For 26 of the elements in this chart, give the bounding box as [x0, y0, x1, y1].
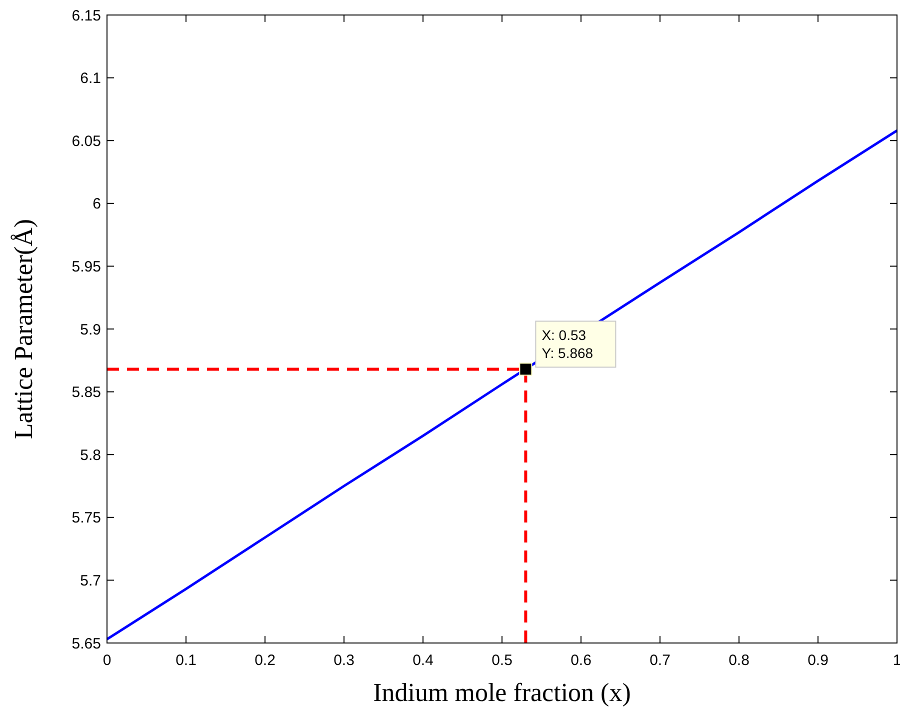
x-tick-label: 0.9: [808, 652, 828, 669]
x-tick-label: 0.5: [492, 652, 512, 669]
x-tick-label: 0: [102, 652, 112, 669]
x-tick-label: 0.4: [412, 652, 434, 669]
y-tick-label: 6.15: [72, 7, 101, 24]
x-tick-label: 0.6: [570, 652, 592, 669]
x-axis-title: Indium mole fraction (x): [373, 678, 631, 707]
x-tick-label: 0.3: [334, 652, 354, 669]
x-tick-label: 1: [892, 652, 902, 669]
y-tick-label: 6.05: [72, 132, 101, 150]
y-tick-label: 5.65: [72, 635, 101, 652]
y-tick-label: 5.75: [72, 510, 101, 527]
x-tick-label: 0.7: [650, 652, 670, 669]
y-tick-label: 6.1: [80, 70, 101, 88]
x-tick-label: 0.2: [254, 652, 276, 669]
y-axis-title: Lattice Parameter(Å): [9, 218, 38, 440]
x-tick-label: 0.1: [176, 652, 196, 669]
y-tick-label: 5.95: [72, 258, 101, 276]
y-tick-label: 6: [92, 196, 101, 213]
y-tick-label: 5.85: [72, 384, 101, 402]
x-tick-label: 0.8: [728, 652, 750, 669]
y-tick-label: 5.7: [80, 572, 101, 590]
line-series: [106, 129, 898, 640]
y-tick-label: 5.9: [80, 321, 101, 338]
annotation: X: 0.53 Y: 5.868: [542, 327, 594, 362]
y-tick-label: 5.8: [80, 446, 101, 464]
